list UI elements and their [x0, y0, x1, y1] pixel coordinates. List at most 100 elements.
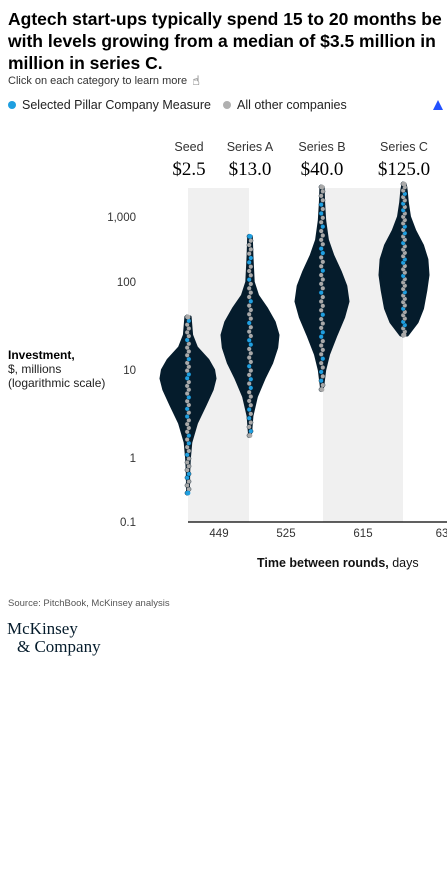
company-dot[interactable] — [248, 290, 254, 296]
company-dot-min[interactable] — [247, 433, 253, 438]
company-dot[interactable] — [246, 337, 252, 343]
company-dot[interactable] — [318, 298, 324, 304]
company-dot[interactable] — [246, 346, 252, 352]
company-dot[interactable] — [320, 365, 326, 371]
company-dot[interactable] — [318, 351, 324, 357]
company-dot[interactable] — [248, 307, 254, 313]
company-dot-max[interactable] — [185, 314, 191, 320]
legend-item-other[interactable]: All other companies — [222, 98, 347, 112]
company-dot[interactable] — [318, 246, 324, 252]
company-dot[interactable] — [318, 307, 324, 313]
company-dot[interactable] — [246, 381, 252, 387]
company-dot-min[interactable] — [185, 490, 191, 496]
company-dot[interactable] — [246, 355, 252, 361]
company-dot-min[interactable] — [319, 387, 325, 392]
company-dot[interactable] — [248, 324, 254, 330]
company-dot[interactable] — [318, 334, 324, 340]
company-dot[interactable] — [320, 373, 326, 379]
company-dot[interactable] — [318, 193, 324, 199]
company-dot[interactable] — [248, 376, 254, 382]
company-dot[interactable] — [320, 329, 326, 335]
company-dot[interactable] — [320, 356, 326, 362]
company-dot[interactable] — [320, 224, 326, 230]
company-dot[interactable] — [246, 389, 252, 395]
company-dot[interactable] — [320, 215, 326, 221]
company-dot[interactable] — [318, 290, 324, 296]
company-dot[interactable] — [318, 254, 324, 260]
company-dot[interactable] — [246, 398, 252, 404]
company-dot[interactable] — [246, 303, 252, 309]
company-dot[interactable] — [248, 420, 254, 426]
company-dot[interactable] — [248, 359, 254, 365]
company-dot[interactable] — [246, 277, 252, 283]
company-dot[interactable] — [318, 360, 324, 366]
company-dot[interactable] — [246, 320, 252, 326]
company-dot[interactable] — [320, 276, 326, 282]
company-dot[interactable] — [320, 268, 326, 274]
company-dot[interactable] — [248, 368, 254, 374]
company-dot[interactable] — [248, 411, 254, 417]
company-dot[interactable] — [248, 385, 254, 391]
company-dot[interactable] — [248, 428, 254, 434]
company-dot[interactable] — [248, 255, 254, 261]
company-dot[interactable] — [246, 424, 252, 430]
category-name[interactable]: Series C — [380, 140, 428, 154]
company-dot[interactable] — [248, 238, 254, 244]
company-dot[interactable] — [320, 382, 326, 388]
company-dot-min[interactable] — [401, 332, 407, 338]
company-dot[interactable] — [246, 251, 252, 257]
company-dot-max[interactable] — [247, 233, 253, 239]
company-dot[interactable] — [320, 241, 326, 247]
company-dot[interactable] — [248, 350, 254, 356]
company-dot[interactable] — [318, 210, 324, 216]
company-dot-max[interactable] — [401, 181, 407, 187]
company-dot[interactable] — [318, 343, 324, 349]
company-dot[interactable] — [318, 281, 324, 287]
company-dot[interactable] — [246, 363, 252, 369]
company-dot[interactable] — [318, 272, 324, 278]
company-dot[interactable] — [318, 237, 324, 243]
company-dot[interactable] — [318, 369, 324, 375]
company-dot-max[interactable] — [319, 184, 325, 190]
company-dot[interactable] — [246, 329, 252, 335]
company-dot[interactable] — [318, 228, 324, 234]
triangle-icon[interactable] — [433, 100, 443, 110]
company-dot[interactable] — [320, 294, 326, 300]
company-dot[interactable] — [248, 316, 254, 322]
company-dot[interactable] — [246, 294, 252, 300]
company-dot[interactable] — [318, 263, 324, 269]
company-dot[interactable] — [248, 272, 254, 278]
company-dot[interactable] — [246, 407, 252, 413]
company-dot[interactable] — [320, 312, 326, 318]
company-dot[interactable] — [320, 320, 326, 326]
company-dot[interactable] — [246, 268, 252, 274]
company-dot[interactable] — [320, 188, 326, 194]
company-dot[interactable] — [248, 281, 254, 287]
company-dot[interactable] — [246, 285, 252, 291]
company-dot[interactable] — [248, 298, 254, 304]
company-dot[interactable] — [320, 303, 326, 309]
company-dot[interactable] — [320, 232, 326, 238]
category-name[interactable]: Series B — [298, 140, 345, 154]
legend-item-selected[interactable]: Selected Pillar Company Measure — [8, 98, 211, 112]
company-dot[interactable] — [318, 378, 324, 384]
company-dot[interactable] — [246, 259, 252, 265]
company-dot[interactable] — [248, 402, 254, 408]
company-dot[interactable] — [248, 394, 254, 400]
company-dot[interactable] — [246, 311, 252, 317]
company-dot[interactable] — [248, 342, 254, 348]
category-name[interactable]: Seed — [174, 140, 203, 154]
company-dot[interactable] — [248, 333, 254, 339]
company-dot[interactable] — [320, 285, 326, 291]
company-dot[interactable] — [320, 338, 326, 344]
company-dot[interactable] — [320, 259, 326, 265]
company-dot[interactable] — [318, 325, 324, 331]
company-dot[interactable] — [318, 316, 324, 322]
company-dot[interactable] — [248, 246, 254, 252]
company-dot[interactable] — [248, 264, 254, 270]
company-dot[interactable] — [318, 219, 324, 225]
company-dot[interactable] — [320, 347, 326, 353]
company-dot[interactable] — [246, 415, 252, 421]
company-dot[interactable] — [320, 197, 326, 203]
company-dot[interactable] — [246, 372, 252, 378]
